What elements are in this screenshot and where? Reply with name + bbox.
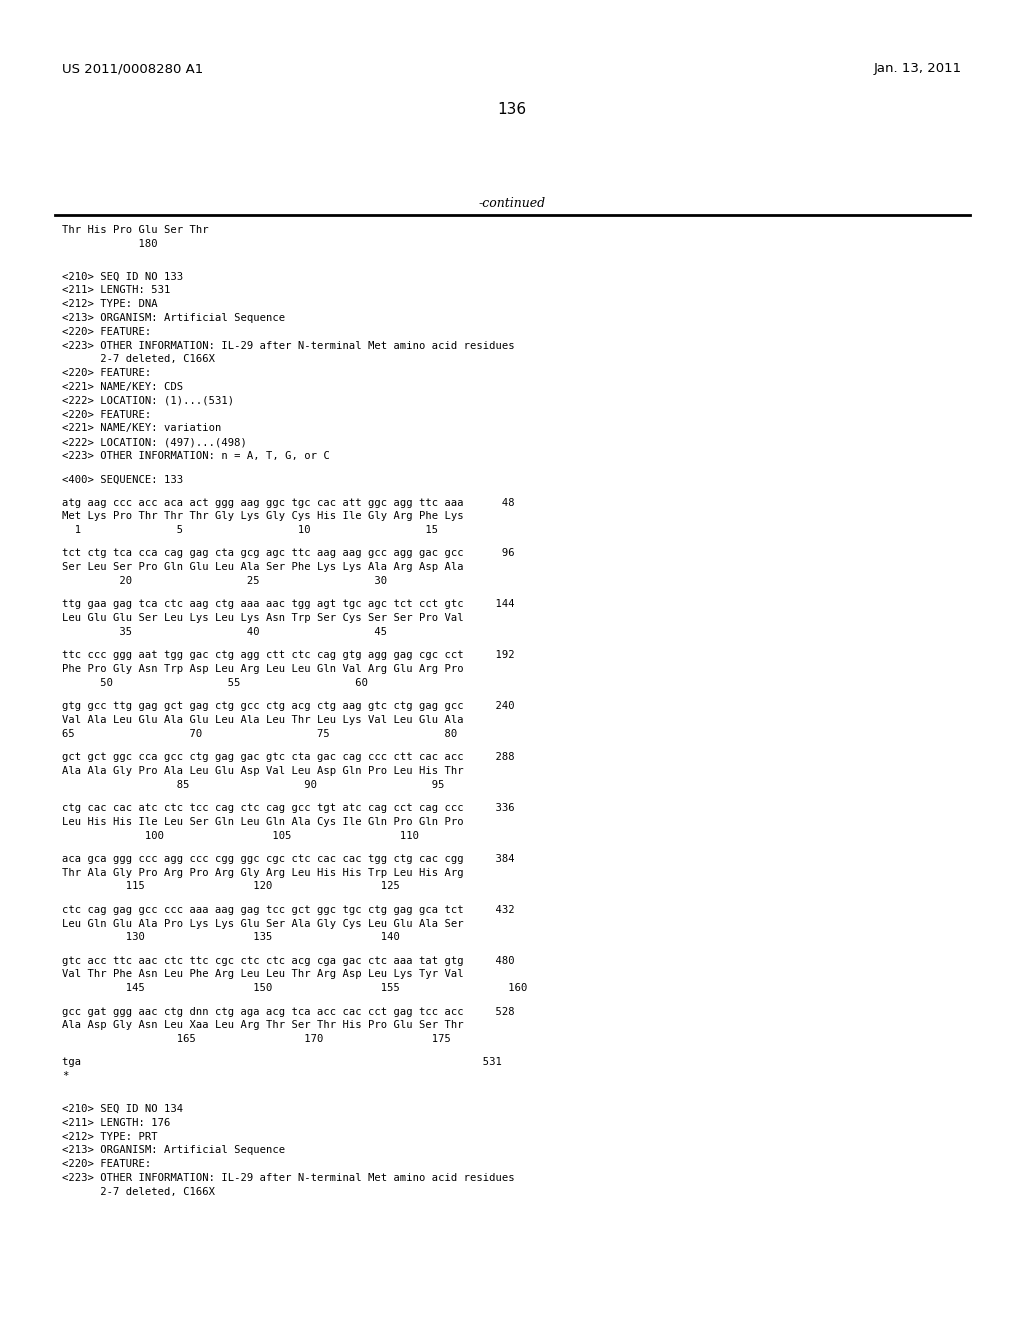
Text: 100                 105                 110: 100 105 110 bbox=[62, 830, 419, 841]
Text: <400> SEQUENCE: 133: <400> SEQUENCE: 133 bbox=[62, 474, 183, 484]
Text: <213> ORGANISM: Artificial Sequence: <213> ORGANISM: Artificial Sequence bbox=[62, 313, 285, 323]
Text: US 2011/0008280 A1: US 2011/0008280 A1 bbox=[62, 62, 203, 75]
Text: 145                 150                 155                 160: 145 150 155 160 bbox=[62, 983, 527, 993]
Text: <222> LOCATION: (497)...(498): <222> LOCATION: (497)...(498) bbox=[62, 437, 247, 447]
Text: Phe Pro Gly Asn Trp Asp Leu Arg Leu Leu Gln Val Arg Glu Arg Pro: Phe Pro Gly Asn Trp Asp Leu Arg Leu Leu … bbox=[62, 664, 464, 675]
Text: <212> TYPE: DNA: <212> TYPE: DNA bbox=[62, 300, 158, 309]
Text: 2-7 deleted, C166X: 2-7 deleted, C166X bbox=[62, 354, 215, 364]
Text: ttc ccc ggg aat tgg gac ctg agg ctt ctc cag gtg agg gag cgc cct     192: ttc ccc ggg aat tgg gac ctg agg ctt ctc … bbox=[62, 651, 515, 660]
Text: gcc gat ggg aac ctg dnn ctg aga acg tca acc cac cct gag tcc acc     528: gcc gat ggg aac ctg dnn ctg aga acg tca … bbox=[62, 1007, 515, 1016]
Text: <212> TYPE: PRT: <212> TYPE: PRT bbox=[62, 1131, 158, 1142]
Text: <220> FEATURE:: <220> FEATURE: bbox=[62, 327, 152, 337]
Text: Thr His Pro Glu Ser Thr: Thr His Pro Glu Ser Thr bbox=[62, 224, 209, 235]
Text: gtg gcc ttg gag gct gag ctg gcc ctg acg ctg aag gtc ctg gag gcc     240: gtg gcc ttg gag gct gag ctg gcc ctg acg … bbox=[62, 701, 515, 711]
Text: Val Ala Leu Glu Ala Glu Leu Ala Leu Thr Leu Lys Val Leu Glu Ala: Val Ala Leu Glu Ala Glu Leu Ala Leu Thr … bbox=[62, 715, 464, 725]
Text: 165                 170                 175: 165 170 175 bbox=[62, 1034, 451, 1044]
Text: *: * bbox=[62, 1072, 69, 1081]
Text: Met Lys Pro Thr Thr Thr Gly Lys Gly Cys His Ile Gly Arg Phe Lys: Met Lys Pro Thr Thr Thr Gly Lys Gly Cys … bbox=[62, 511, 464, 521]
Text: <211> LENGTH: 176: <211> LENGTH: 176 bbox=[62, 1118, 170, 1127]
Text: gct gct ggc cca gcc ctg gag gac gtc cta gac cag ccc ctt cac acc     288: gct gct ggc cca gcc ctg gag gac gtc cta … bbox=[62, 752, 515, 762]
Text: <221> NAME/KEY: variation: <221> NAME/KEY: variation bbox=[62, 424, 221, 433]
Text: 35                  40                  45: 35 40 45 bbox=[62, 627, 387, 638]
Text: ctg cac cac atc ctc tcc cag ctc cag gcc tgt atc cag cct cag ccc     336: ctg cac cac atc ctc tcc cag ctc cag gcc … bbox=[62, 803, 515, 813]
Text: <210> SEQ ID NO 134: <210> SEQ ID NO 134 bbox=[62, 1104, 183, 1114]
Text: 20                  25                  30: 20 25 30 bbox=[62, 576, 387, 586]
Text: Thr Ala Gly Pro Arg Pro Arg Gly Arg Leu His His Trp Leu His Arg: Thr Ala Gly Pro Arg Pro Arg Gly Arg Leu … bbox=[62, 867, 464, 878]
Text: <221> NAME/KEY: CDS: <221> NAME/KEY: CDS bbox=[62, 381, 183, 392]
Text: 1               5                  10                  15: 1 5 10 15 bbox=[62, 525, 438, 535]
Text: Ser Leu Ser Pro Gln Glu Leu Ala Ser Phe Lys Lys Ala Arg Asp Ala: Ser Leu Ser Pro Gln Glu Leu Ala Ser Phe … bbox=[62, 562, 464, 573]
Text: aca gca ggg ccc agg ccc cgg ggc cgc ctc cac cac tgg ctg cac cgg     384: aca gca ggg ccc agg ccc cgg ggc cgc ctc … bbox=[62, 854, 515, 863]
Text: 115                 120                 125: 115 120 125 bbox=[62, 882, 400, 891]
Text: <213> ORGANISM: Artificial Sequence: <213> ORGANISM: Artificial Sequence bbox=[62, 1146, 285, 1155]
Text: ttg gaa gag tca ctc aag ctg aaa aac tgg agt tgc agc tct cct gtc     144: ttg gaa gag tca ctc aag ctg aaa aac tgg … bbox=[62, 599, 515, 610]
Text: 85                  90                  95: 85 90 95 bbox=[62, 780, 444, 789]
Text: <220> FEATURE:: <220> FEATURE: bbox=[62, 368, 152, 379]
Text: 65                  70                  75                  80: 65 70 75 80 bbox=[62, 729, 458, 739]
Text: <220> FEATURE:: <220> FEATURE: bbox=[62, 1159, 152, 1170]
Text: Ala Asp Gly Asn Leu Xaa Leu Arg Thr Ser Thr His Pro Glu Ser Thr: Ala Asp Gly Asn Leu Xaa Leu Arg Thr Ser … bbox=[62, 1020, 464, 1031]
Text: tga                                                               531: tga 531 bbox=[62, 1057, 502, 1068]
Text: Leu His His Ile Leu Ser Gln Leu Gln Ala Cys Ile Gln Pro Gln Pro: Leu His His Ile Leu Ser Gln Leu Gln Ala … bbox=[62, 817, 464, 826]
Text: <210> SEQ ID NO 133: <210> SEQ ID NO 133 bbox=[62, 272, 183, 281]
Text: Ala Ala Gly Pro Ala Leu Glu Asp Val Leu Asp Gln Pro Leu His Thr: Ala Ala Gly Pro Ala Leu Glu Asp Val Leu … bbox=[62, 766, 464, 776]
Text: <222> LOCATION: (1)...(531): <222> LOCATION: (1)...(531) bbox=[62, 396, 234, 405]
Text: Leu Glu Glu Ser Leu Lys Leu Lys Asn Trp Ser Cys Ser Ser Pro Val: Leu Glu Glu Ser Leu Lys Leu Lys Asn Trp … bbox=[62, 614, 464, 623]
Text: 130                 135                 140: 130 135 140 bbox=[62, 932, 400, 942]
Text: ctc cag gag gcc ccc aaa aag gag tcc gct ggc tgc ctg gag gca tct     432: ctc cag gag gcc ccc aaa aag gag tcc gct … bbox=[62, 904, 515, 915]
Text: <223> OTHER INFORMATION: IL-29 after N-terminal Met amino acid residues: <223> OTHER INFORMATION: IL-29 after N-t… bbox=[62, 341, 515, 351]
Text: 180: 180 bbox=[62, 239, 158, 248]
Text: <211> LENGTH: 531: <211> LENGTH: 531 bbox=[62, 285, 170, 296]
Text: gtc acc ttc aac ctc ttc cgc ctc ctc acg cga gac ctc aaa tat gtg     480: gtc acc ttc aac ctc ttc cgc ctc ctc acg … bbox=[62, 956, 515, 966]
Text: 2-7 deleted, C166X: 2-7 deleted, C166X bbox=[62, 1187, 215, 1197]
Text: <223> OTHER INFORMATION: IL-29 after N-terminal Met amino acid residues: <223> OTHER INFORMATION: IL-29 after N-t… bbox=[62, 1173, 515, 1183]
Text: Leu Gln Glu Ala Pro Lys Lys Glu Ser Ala Gly Cys Leu Glu Ala Ser: Leu Gln Glu Ala Pro Lys Lys Glu Ser Ala … bbox=[62, 919, 464, 928]
Text: 136: 136 bbox=[498, 102, 526, 117]
Text: atg aag ccc acc aca act ggg aag ggc tgc cac att ggc agg ttc aaa      48: atg aag ccc acc aca act ggg aag ggc tgc … bbox=[62, 498, 515, 508]
Text: Val Thr Phe Asn Leu Phe Arg Leu Leu Thr Arg Asp Leu Lys Tyr Val: Val Thr Phe Asn Leu Phe Arg Leu Leu Thr … bbox=[62, 969, 464, 979]
Text: -continued: -continued bbox=[478, 197, 546, 210]
Text: <220> FEATURE:: <220> FEATURE: bbox=[62, 409, 152, 420]
Text: Jan. 13, 2011: Jan. 13, 2011 bbox=[873, 62, 962, 75]
Text: tct ctg tca cca cag gag cta gcg agc ttc aag aag gcc agg gac gcc      96: tct ctg tca cca cag gag cta gcg agc ttc … bbox=[62, 549, 515, 558]
Text: <223> OTHER INFORMATION: n = A, T, G, or C: <223> OTHER INFORMATION: n = A, T, G, or… bbox=[62, 451, 330, 461]
Text: 50                  55                  60: 50 55 60 bbox=[62, 678, 368, 688]
